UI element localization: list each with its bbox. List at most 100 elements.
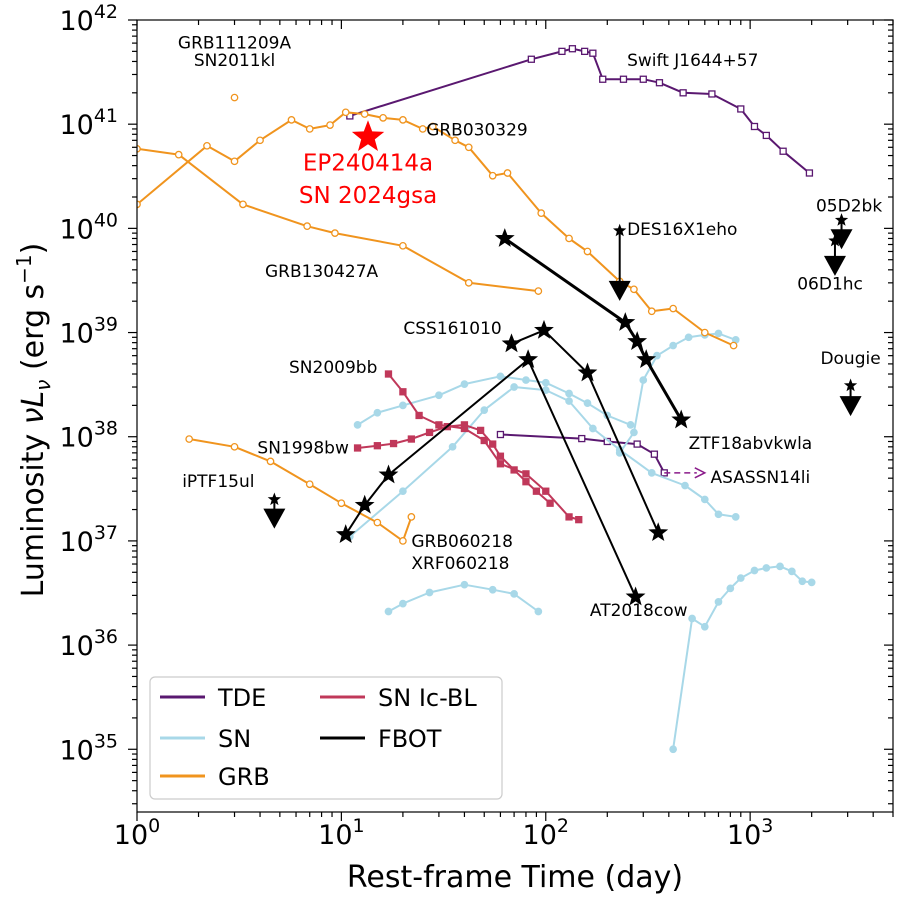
data-point bbox=[389, 439, 398, 448]
data-point bbox=[729, 341, 738, 350]
data-point bbox=[331, 229, 339, 237]
y-tick-base: 10 bbox=[59, 6, 93, 37]
x-axis-label: Rest-frame Time (day) bbox=[347, 860, 683, 895]
data-point bbox=[736, 574, 745, 582]
x-tick-label: 102 bbox=[523, 815, 569, 851]
data-point bbox=[360, 110, 369, 118]
data-point bbox=[527, 55, 535, 63]
data-point bbox=[805, 169, 814, 177]
series-sn-4 bbox=[384, 580, 543, 616]
annotation-label: GRB030329 bbox=[426, 120, 528, 140]
data-point bbox=[303, 222, 311, 231]
data-point bbox=[503, 169, 512, 177]
data-point bbox=[669, 745, 677, 754]
data-point bbox=[798, 577, 807, 586]
data-point bbox=[266, 457, 275, 466]
data-point bbox=[185, 435, 194, 443]
legend-label: GRB bbox=[218, 763, 270, 791]
annotation-label: EP240414a bbox=[303, 150, 433, 176]
y-label-unit-close: ) bbox=[16, 243, 51, 255]
data-point bbox=[648, 522, 669, 542]
data-point bbox=[399, 401, 407, 410]
x-tick-base: 10 bbox=[523, 820, 557, 851]
upper-limit-star bbox=[843, 378, 858, 392]
data-point bbox=[534, 287, 543, 295]
data-point bbox=[378, 464, 399, 484]
data-point bbox=[496, 372, 505, 381]
data-point bbox=[407, 435, 416, 443]
data-point bbox=[639, 376, 648, 384]
x-tick-label: 100 bbox=[114, 815, 160, 851]
plot-content bbox=[137, 45, 862, 754]
series-fbot-13 bbox=[494, 228, 692, 429]
data-point bbox=[305, 480, 314, 489]
data-point bbox=[337, 499, 346, 508]
series-grb-10 bbox=[185, 435, 416, 545]
data-point bbox=[522, 478, 530, 486]
annotation-label: 05D2bk bbox=[816, 197, 882, 217]
data-point bbox=[384, 607, 393, 616]
series-tde-0 bbox=[346, 45, 814, 177]
y-label-unit: (erg s bbox=[16, 284, 51, 380]
data-point bbox=[700, 622, 709, 631]
data-point bbox=[688, 614, 696, 623]
series-line bbox=[511, 329, 660, 534]
data-point bbox=[399, 599, 407, 608]
data-point bbox=[669, 341, 677, 350]
data-point bbox=[399, 537, 407, 545]
data-point bbox=[464, 278, 473, 287]
data-point bbox=[714, 598, 723, 606]
upper-limit-arrowhead bbox=[839, 396, 862, 417]
data-point bbox=[779, 147, 787, 155]
annotation-label: CSS161010 bbox=[403, 319, 501, 339]
data-point bbox=[399, 487, 407, 496]
data-point bbox=[627, 331, 648, 350]
data-point bbox=[480, 436, 488, 445]
data-point bbox=[415, 411, 423, 420]
data-point bbox=[762, 564, 771, 572]
legend-label: SN Ic-BL bbox=[378, 684, 477, 712]
y-tick-base: 10 bbox=[59, 527, 93, 558]
y-tick-exponent: 38 bbox=[94, 418, 118, 440]
data-point bbox=[542, 487, 550, 495]
annotation-label: Dougie bbox=[820, 349, 880, 369]
data-point bbox=[639, 75, 647, 83]
series-tde-1 bbox=[496, 430, 668, 477]
data-point bbox=[546, 499, 554, 507]
data-point bbox=[737, 105, 745, 113]
data-point bbox=[489, 440, 497, 448]
data-point bbox=[726, 584, 735, 593]
y-tick-base: 10 bbox=[59, 214, 93, 245]
data-point bbox=[534, 319, 554, 339]
annotation-label: ZTF18abvkwla bbox=[689, 434, 813, 454]
data-point bbox=[669, 304, 677, 313]
data-point bbox=[565, 397, 573, 405]
y-tick-base: 10 bbox=[59, 631, 93, 662]
upper-limit bbox=[830, 213, 853, 250]
y-tick-exponent: 42 bbox=[94, 1, 118, 23]
data-point bbox=[518, 349, 539, 369]
series-line bbox=[189, 438, 413, 542]
dashed-arrow-head bbox=[694, 467, 707, 479]
data-point bbox=[788, 567, 796, 576]
data-point bbox=[460, 580, 469, 589]
data-point bbox=[407, 513, 416, 521]
data-point bbox=[399, 388, 407, 396]
data-point bbox=[494, 228, 515, 247]
data-point bbox=[568, 45, 577, 53]
data-point bbox=[776, 562, 784, 571]
data-point bbox=[589, 424, 597, 433]
dashed-arrow bbox=[664, 467, 707, 479]
upper-limit bbox=[263, 492, 286, 529]
upper-limit-star bbox=[613, 223, 627, 237]
data-point bbox=[287, 116, 296, 124]
data-point bbox=[653, 351, 661, 360]
data-point bbox=[418, 125, 427, 133]
series-grb-7 bbox=[230, 93, 239, 102]
data-point bbox=[373, 408, 382, 417]
upper-limit-star bbox=[834, 213, 849, 226]
y-tick-base: 10 bbox=[59, 423, 93, 454]
y-tick-label: 1038 bbox=[59, 418, 118, 454]
data-point bbox=[460, 380, 469, 388]
data-point bbox=[399, 241, 407, 250]
